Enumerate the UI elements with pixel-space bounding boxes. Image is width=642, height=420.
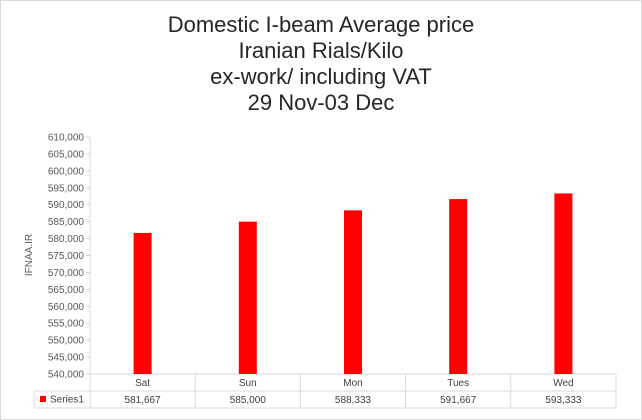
y-tick-label: 585,000 <box>48 217 85 228</box>
y-tick-label: 605,000 <box>48 149 85 160</box>
table-value-cell: 588,333 <box>335 395 372 406</box>
y-tick-label: 550,000 <box>48 336 85 347</box>
y-tick-label: 545,000 <box>48 353 85 364</box>
title-line-1: Domestic I-beam Average price <box>167 12 475 37</box>
chart-title: Domestic I-beam Average price Iranian Ri… <box>0 12 642 116</box>
y-tick-label: 600,000 <box>48 166 85 177</box>
series-name-label: Series1 <box>50 395 84 406</box>
title-line-3: ex-work/ including VAT <box>210 64 432 89</box>
category-label: Sun <box>239 378 257 389</box>
bar <box>238 221 257 374</box>
y-tick-label: 575,000 <box>48 251 85 262</box>
bar <box>449 199 468 374</box>
table-value-cell: 581,667 <box>125 395 162 406</box>
y-tick-label: 560,000 <box>48 302 85 313</box>
table-value-cell: 585,000 <box>230 395 267 406</box>
table-value-cell: 593,333 <box>545 395 582 406</box>
y-tick-label: 590,000 <box>48 200 85 211</box>
y-tick-label: 610,000 <box>48 133 85 144</box>
y-tick-label: 570,000 <box>48 268 85 279</box>
table-value-cell: 591,667 <box>440 395 477 406</box>
bar <box>554 193 573 374</box>
legend-key <box>40 396 46 402</box>
bar <box>344 210 362 374</box>
y-tick-label: 580,000 <box>48 234 85 245</box>
bar <box>133 232 152 374</box>
category-label: Tues <box>447 378 469 389</box>
title-line-4: 29 Nov-03 Dec <box>247 90 395 115</box>
title-line-2: Iranian Rials/Kilo <box>238 38 404 63</box>
category-label: Mon <box>343 378 362 389</box>
category-label: Sat <box>135 378 150 389</box>
y-tick-label: 565,000 <box>48 285 85 296</box>
y-tick-label: 595,000 <box>48 183 85 194</box>
watermark-text: IFNAA.IR <box>24 234 35 276</box>
y-tick-label: 555,000 <box>48 319 85 330</box>
category-label: Wed <box>553 378 573 389</box>
y-tick-label: 540,000 <box>48 370 85 381</box>
